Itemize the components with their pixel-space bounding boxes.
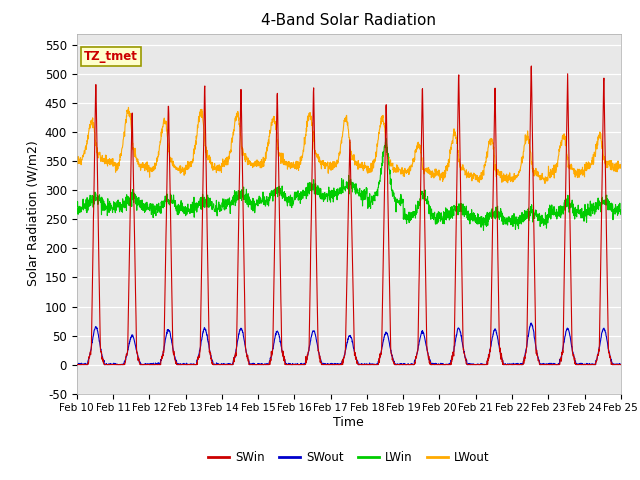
Text: TZ_tmet: TZ_tmet bbox=[84, 50, 138, 63]
LWin bbox=[382, 135, 390, 141]
SWin bbox=[617, 362, 625, 368]
SWin bbox=[376, 354, 384, 360]
Line: LWout: LWout bbox=[77, 108, 621, 183]
Title: 4-Band Solar Radiation: 4-Band Solar Radiation bbox=[261, 13, 436, 28]
LWin bbox=[584, 209, 592, 215]
LWout bbox=[365, 168, 372, 174]
LWout bbox=[584, 159, 592, 165]
SWin bbox=[527, 63, 535, 69]
LWin bbox=[376, 176, 384, 182]
SWin bbox=[569, 352, 577, 358]
SWout bbox=[225, 362, 232, 368]
LWout bbox=[617, 163, 625, 169]
LWout bbox=[541, 180, 548, 186]
Line: LWin: LWin bbox=[77, 138, 621, 230]
LWin bbox=[508, 216, 515, 222]
LWin bbox=[479, 228, 487, 233]
SWout bbox=[527, 320, 535, 326]
LWout bbox=[376, 124, 384, 130]
Line: SWout: SWout bbox=[77, 323, 621, 365]
LWout bbox=[570, 167, 577, 172]
SWout bbox=[376, 354, 384, 360]
Line: SWin: SWin bbox=[77, 66, 621, 365]
Legend: SWin, SWout, LWin, LWout: SWin, SWout, LWin, LWout bbox=[204, 446, 494, 469]
SWout bbox=[365, 361, 372, 367]
SWin bbox=[584, 362, 592, 368]
SWin bbox=[507, 362, 515, 368]
LWin bbox=[617, 212, 625, 217]
SWout bbox=[617, 362, 625, 368]
SWout bbox=[584, 362, 592, 368]
SWin bbox=[365, 362, 372, 368]
SWout bbox=[73, 362, 81, 368]
SWin bbox=[225, 362, 232, 368]
LWin bbox=[570, 201, 577, 207]
LWout bbox=[507, 178, 515, 184]
SWout bbox=[507, 361, 515, 367]
LWin bbox=[73, 202, 81, 207]
Y-axis label: Solar Radiation (W/m2): Solar Radiation (W/m2) bbox=[26, 141, 39, 287]
LWin bbox=[225, 197, 232, 203]
LWout bbox=[225, 155, 232, 160]
SWout bbox=[569, 349, 577, 355]
LWout bbox=[73, 160, 81, 166]
LWin bbox=[365, 194, 372, 200]
X-axis label: Time: Time bbox=[333, 416, 364, 429]
LWout bbox=[125, 105, 132, 110]
SWin bbox=[73, 362, 81, 368]
